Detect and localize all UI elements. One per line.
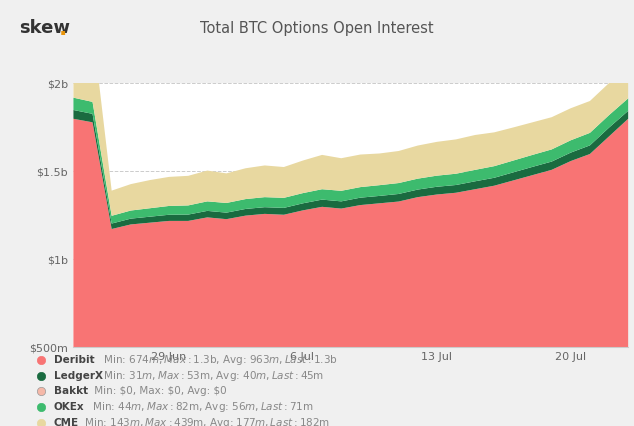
Text: LedgerX: LedgerX — [54, 371, 103, 380]
Text: Min: $674m, Max: $1.3b, Avg: $963m, Last: $1.3b: Min: $674m, Max: $1.3b, Avg: $963m, Last… — [100, 353, 337, 367]
Text: Min: $44m, Max: $82m, Avg: $56m, Last: $71m: Min: $44m, Max: $82m, Avg: $56m, Last: $… — [89, 400, 314, 414]
Text: .: . — [59, 19, 67, 39]
Text: CME: CME — [54, 418, 79, 426]
Text: Min: $0, Max: $0, Avg: $0: Min: $0, Max: $0, Avg: $0 — [91, 386, 226, 396]
Text: OKEx: OKEx — [54, 402, 84, 412]
Text: Min: $143m, Max: $439m, Avg: $177m, Last: $182m: Min: $143m, Max: $439m, Avg: $177m, Last… — [81, 416, 330, 426]
Text: Bakkt: Bakkt — [54, 386, 88, 396]
Text: Total BTC Options Open Interest: Total BTC Options Open Interest — [200, 20, 434, 36]
Text: skew: skew — [19, 19, 70, 37]
Text: Min: $31m, Max: $53m, Avg: $40m, Last: $45m: Min: $31m, Max: $53m, Avg: $40m, Last: $… — [100, 368, 324, 383]
Text: Deribit: Deribit — [54, 355, 94, 365]
